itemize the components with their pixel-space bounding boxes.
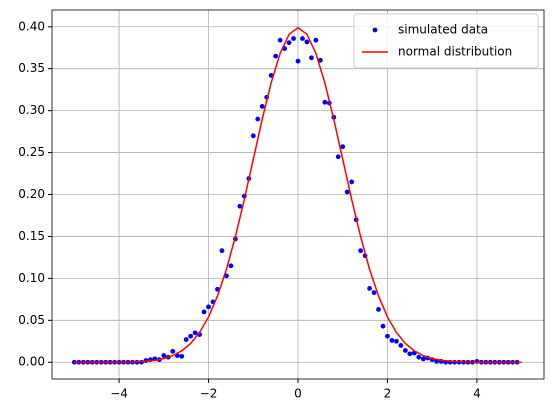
data-point xyxy=(286,40,292,46)
data-point xyxy=(179,353,185,359)
x-tick-label: 2 xyxy=(384,387,392,401)
data-point xyxy=(170,348,176,354)
data-point xyxy=(255,116,261,122)
data-line xyxy=(74,26,522,363)
x-tick-label: 4 xyxy=(473,387,481,401)
data-point xyxy=(380,323,386,329)
y-tick-label: 0.10 xyxy=(18,271,45,285)
data-point xyxy=(300,36,305,41)
data-point xyxy=(358,248,364,254)
data-point xyxy=(385,333,390,339)
data-point xyxy=(201,309,207,315)
legend-marker xyxy=(372,27,378,33)
data-point xyxy=(407,351,413,357)
data-point xyxy=(340,144,346,150)
data-point xyxy=(237,203,243,209)
legend-label: simulated data xyxy=(398,23,488,37)
data-point xyxy=(277,37,283,43)
data-point xyxy=(322,99,328,105)
axes-frame xyxy=(51,9,545,380)
data-point xyxy=(219,248,225,254)
data-point xyxy=(317,57,323,63)
y-tick-label: 0.15 xyxy=(18,229,45,243)
y-tick-label: 0.40 xyxy=(18,19,45,33)
data-point xyxy=(304,39,310,45)
data-point xyxy=(161,353,167,358)
y-tick-label: 0.20 xyxy=(18,187,45,201)
data-point xyxy=(335,154,341,160)
x-tick-label: −2 xyxy=(200,387,218,401)
legend-box xyxy=(353,13,539,69)
x-tick-label: 0 xyxy=(294,387,302,401)
data-point xyxy=(250,133,256,139)
data-point xyxy=(367,286,372,291)
data-point xyxy=(398,343,404,348)
data-point xyxy=(349,179,355,185)
y-tick-label: 0.30 xyxy=(18,103,45,117)
data-point xyxy=(309,55,314,61)
data-point xyxy=(389,338,395,343)
data-point xyxy=(228,263,234,269)
y-tick-label: 0.25 xyxy=(18,145,45,159)
data-point xyxy=(313,37,319,43)
data-point xyxy=(371,290,377,296)
y-tick-label: 0.00 xyxy=(18,355,45,369)
data-point xyxy=(206,304,211,310)
data-point xyxy=(273,53,279,59)
data-point xyxy=(416,354,422,360)
data-point xyxy=(394,338,399,344)
data-point xyxy=(344,189,350,195)
data-point xyxy=(376,306,381,312)
legend-label: normal distribution xyxy=(398,45,512,59)
data-point xyxy=(183,337,189,342)
data-point xyxy=(420,356,426,362)
data-point xyxy=(291,36,296,41)
data-point xyxy=(259,104,265,109)
y-tick-label: 0.05 xyxy=(18,313,45,327)
x-tick-label: −4 xyxy=(110,387,128,401)
data-point xyxy=(295,58,301,64)
data-point xyxy=(188,333,194,339)
y-tick-label: 0.35 xyxy=(18,61,45,75)
data-point xyxy=(402,348,408,353)
data-point xyxy=(192,330,198,336)
